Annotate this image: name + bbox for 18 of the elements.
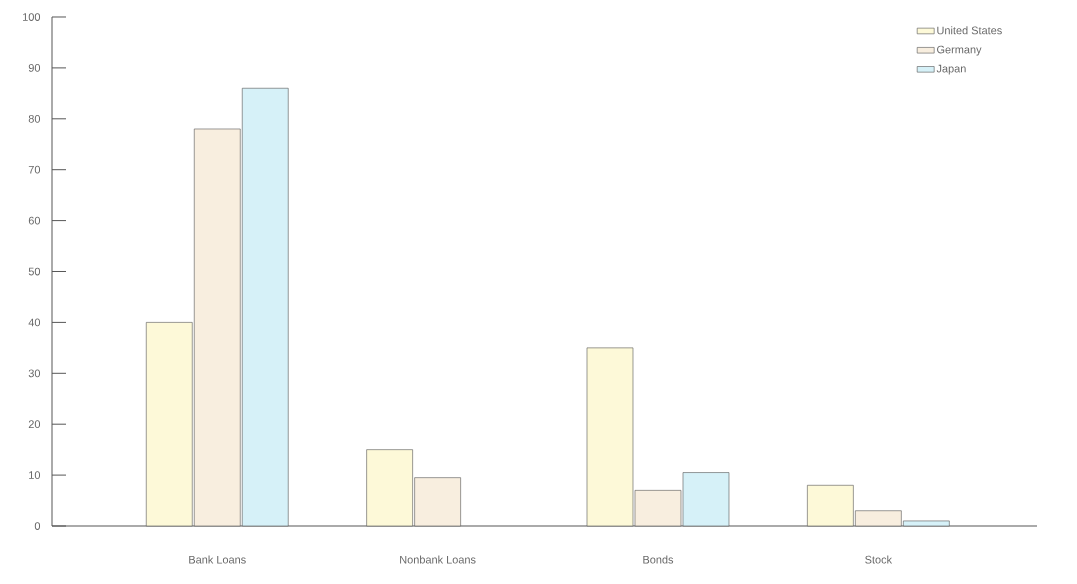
y-tick-label: 90	[28, 64, 41, 72]
y-tick-label: 60	[28, 216, 41, 225]
y-tick-label: 100	[23, 13, 41, 21]
y-tick-label: 80	[28, 114, 41, 123]
legend-label: United States	[937, 26, 1002, 35]
x-tick-label: Bank Loans	[189, 555, 246, 564]
y-tick-label: 30	[28, 369, 41, 378]
legend-label: Germany	[937, 45, 982, 56]
x-tick-label: Nonbank Loans	[400, 555, 476, 564]
y-tick-label: 50	[28, 267, 41, 276]
y-tick-label: 70	[28, 165, 41, 174]
x-tick-label: Bonds	[643, 555, 674, 564]
y-tick-label: 0	[34, 522, 41, 530]
y-tick-label: 40	[28, 318, 41, 327]
y-tick-label: 20	[28, 420, 41, 429]
y-tick-label: 10	[29, 471, 41, 479]
x-tick-label: Stock	[865, 555, 893, 564]
legend-label: Japan	[936, 64, 966, 75]
